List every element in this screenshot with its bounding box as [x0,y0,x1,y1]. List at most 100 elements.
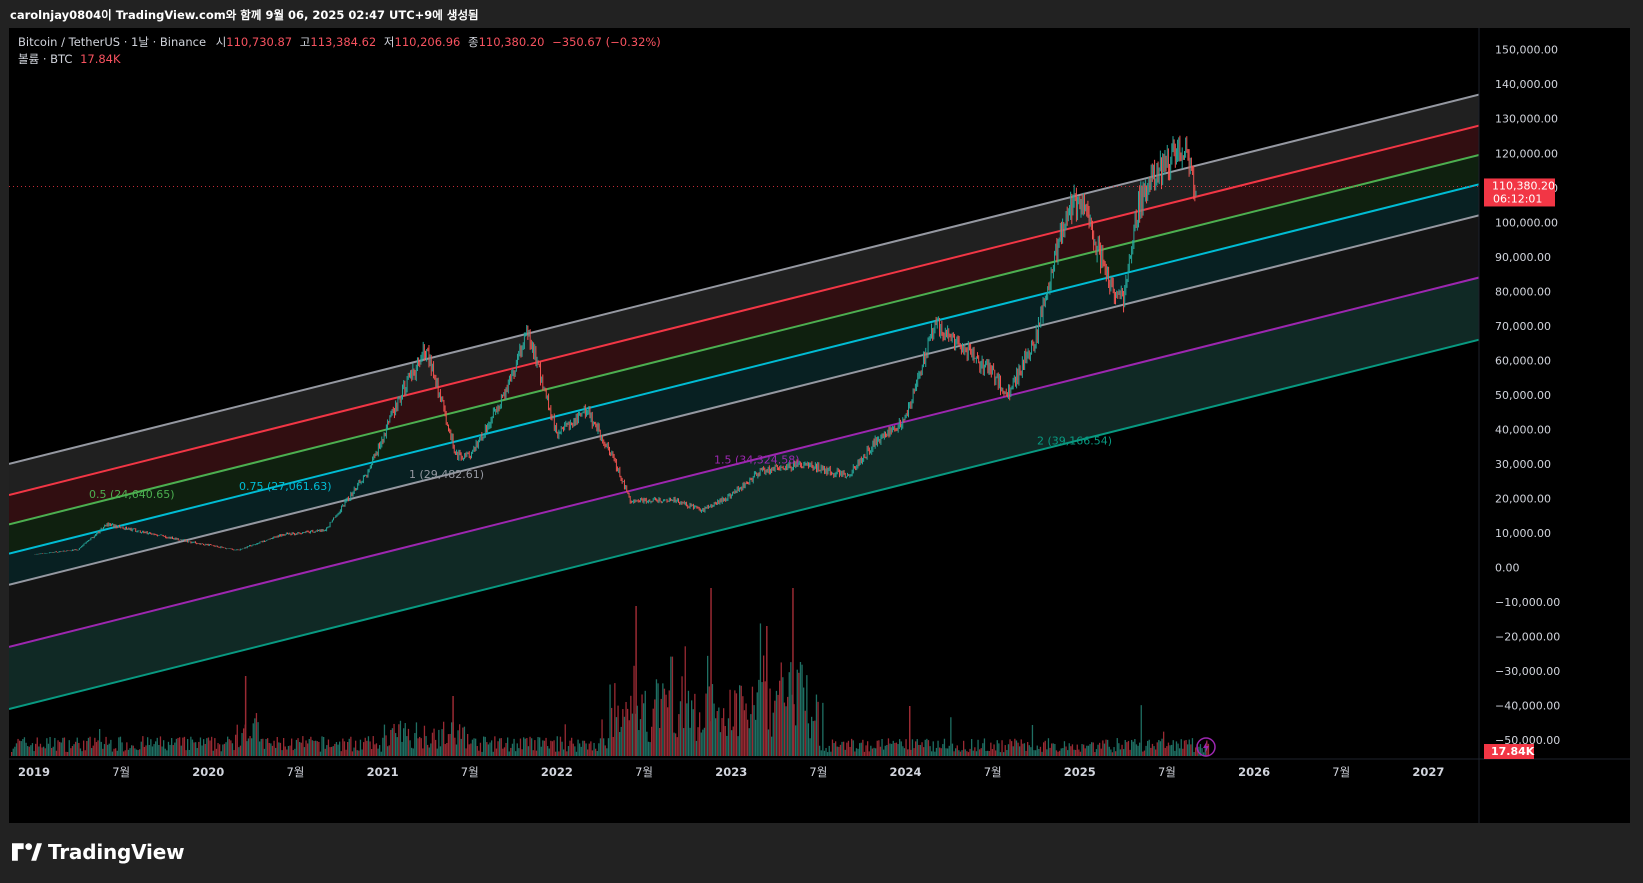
tradingview-logo[interactable]: TradingView [12,840,185,864]
snapshot-caption: carolnjay0804이 TradingView.com와 함께 9월 06… [10,8,479,22]
volume-bar [582,740,584,756]
volume-bar [1118,743,1120,756]
volume-label[interactable]: 볼륨 · BTC [18,52,73,66]
volume-bar [499,738,501,756]
volume-bar [527,746,530,756]
volume-bar [1084,748,1086,756]
volume-bar [375,743,378,756]
volume-bar [851,738,853,756]
volume-bar [193,742,195,756]
volume-bar [223,743,226,756]
volume-value: 17.84K [80,52,121,66]
volume-bar [623,716,626,756]
volume-bar [399,720,402,756]
volume-bar [1172,740,1174,756]
volume-bar [470,743,472,756]
volume-bar [545,737,547,756]
volume-bar [555,751,557,756]
lightning-circle-icon[interactable] [1196,737,1216,757]
volume-bar [950,717,952,756]
volume-bar [745,703,747,756]
volume-bar [951,743,954,756]
chart-area[interactable]: 0.5 (24,640.65) 0.75 (27,061.63) 1 (29,482… [9,28,1630,823]
volume-bar [625,701,627,756]
volume-bar [1036,745,1038,756]
volume-bar [859,743,861,756]
price-tick-label: 20,000.00 [1495,492,1551,505]
volume-bar [175,738,178,756]
volume-bar [910,749,912,756]
volume-bar [559,736,562,756]
volume-bar [204,743,206,756]
volume-bar [1075,749,1077,756]
volume-bar [252,723,254,756]
volume-bar [1071,744,1074,756]
volume-bar [510,747,512,756]
volume-bar [209,740,211,756]
volume-bar [1139,742,1141,756]
volume-bar [1169,745,1171,756]
volume-bar [441,729,443,756]
symbol-title[interactable]: Bitcoin / TetherUS · 1날 · Binance [18,35,207,49]
volume-bar [558,751,560,756]
volume-bar [513,738,515,756]
volume-bar [78,742,80,756]
volume-bar [574,746,576,756]
volume-bar [68,740,70,756]
volume-bar [599,738,602,756]
last-price-tag[interactable] [1484,178,1555,207]
volume-bar [321,736,323,756]
volume-bar [902,746,904,756]
volume-bar [979,749,981,756]
volume-bar [1135,744,1138,756]
volume-bar [566,751,568,756]
volume-bar [751,686,754,756]
volume-bar [875,748,877,756]
volume-bar [1086,745,1088,756]
volume-bar [84,750,86,756]
volume-bar [273,740,275,756]
volume-bar [879,746,882,756]
volume-bar [771,736,773,756]
volume-bar [1145,745,1147,756]
volume-bar [571,737,573,756]
volume-bar [244,676,247,756]
volume-bar [1142,751,1144,756]
price-chart[interactable]: 0.5 (24,640.65) 0.75 (27,061.63) 1 (29,482… [9,28,1630,823]
volume-bar [1166,746,1168,756]
volume-bar [406,736,408,756]
volume-bar [409,740,411,756]
volume-tag[interactable] [1484,744,1534,759]
volume-bar [590,741,592,756]
volume-bar [67,751,69,756]
volume-bar [1091,742,1093,756]
volume-bar [359,739,362,756]
volume-bar [505,742,507,756]
volume-bar [1174,750,1176,756]
time-tick-label: 2025 [1064,765,1096,779]
time-tick-label: 2022 [541,765,573,779]
volume-bar [948,745,950,756]
volume-bar [1083,744,1085,756]
volume-bar [911,739,914,756]
volume-bar [825,748,827,756]
volume-bar [17,738,19,756]
volume-bar [1188,739,1190,756]
volume-bar [1057,751,1059,756]
volume-bar [723,708,725,756]
volume-bar [11,751,13,756]
volume-bar [1107,739,1109,756]
volume-bar [371,749,373,756]
volume-bar [95,742,98,756]
volume-bar [443,721,445,756]
volume-bar [486,742,488,756]
lightning-icon[interactable] [1203,741,1209,753]
volume-bar [1100,748,1102,756]
volume-bar [1060,748,1062,756]
volume-bar [894,742,896,756]
volume-bar [353,747,355,756]
volume-bar [164,748,166,756]
volume-bar [779,680,781,756]
volume-bar [1129,749,1131,756]
volume-bar [683,728,685,756]
